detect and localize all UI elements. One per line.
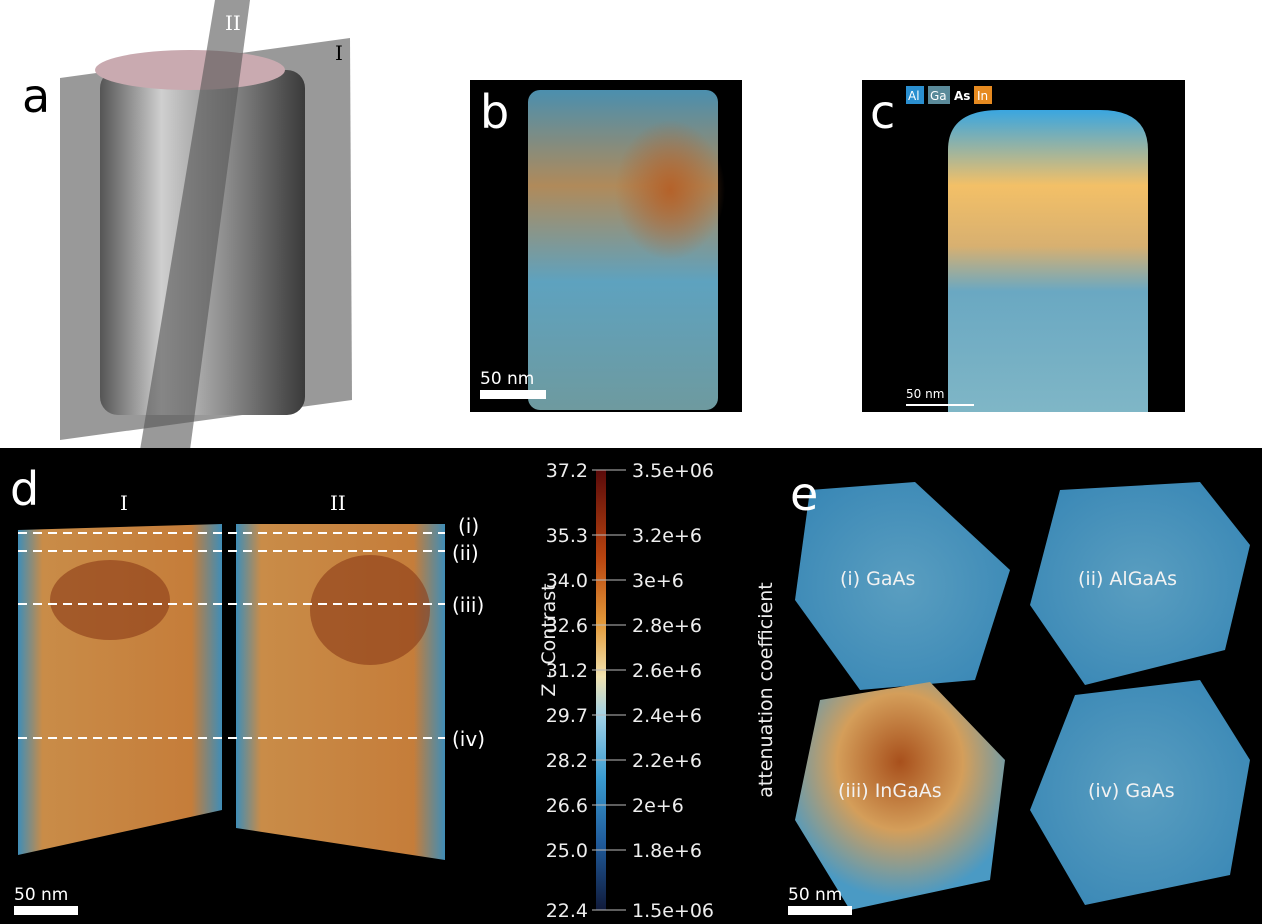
section-label: (iv) GaAs (1088, 780, 1175, 802)
tick-label: 25.0 (546, 840, 588, 862)
panel-label: a (22, 69, 50, 123)
tick-label: 31.2 (546, 660, 588, 682)
panel-b: b 50 nm (470, 80, 742, 412)
tick-label: 3.2e+6 (632, 525, 702, 547)
column-label: II (330, 491, 346, 515)
tick-label: 35.3 (546, 525, 588, 547)
panel-label: c (870, 85, 895, 139)
scale-bar-label: 50 nm (480, 369, 534, 389)
scale-bar-label: 50 nm (906, 387, 944, 401)
column-label: I (120, 491, 128, 515)
axis-title: attenuation coefficient (755, 582, 777, 797)
scale-bar-label: 50 nm (788, 885, 842, 905)
legend-entry: In (977, 89, 988, 103)
tick-label: 2.4e+6 (632, 705, 702, 727)
tick-label: 2.8e+6 (632, 615, 702, 637)
panel-a: a I II (22, 0, 352, 450)
tick-label: 26.6 (546, 795, 588, 817)
panel-c: c Al Ga As In 50 nm (862, 80, 1185, 412)
tick-label: 1.8e+6 (632, 840, 702, 862)
tick-label: 2e+6 (632, 795, 684, 817)
tick-label: 3.5e+06 (632, 460, 714, 482)
tick-label: 22.4 (546, 900, 588, 922)
scale-bar-label: 50 nm (14, 885, 68, 905)
section-label: (iii) InGaAs (838, 780, 942, 802)
plane-label: I (335, 41, 343, 65)
slice-label: (i) (458, 514, 479, 538)
section-label: (i) GaAs (840, 568, 915, 590)
tick-label: 28.2 (546, 750, 588, 772)
panel-label: e (790, 467, 818, 521)
slice-label: (ii) (452, 541, 479, 565)
tick-label: 37.2 (546, 460, 588, 482)
figure: a I II b 50 nm c Al Ga As In 50 nm d I I… (0, 0, 1262, 924)
tick-label: 1.5e+06 (632, 900, 714, 922)
tick-label: 2.6e+6 (632, 660, 702, 682)
tick-label: 3e+6 (632, 570, 684, 592)
slice-label: (iii) (452, 593, 484, 617)
panel-label: d (10, 462, 39, 516)
slice-label: (iv) (452, 727, 485, 751)
tick-label: 32.6 (546, 615, 588, 637)
legend-entry: Al (908, 89, 920, 103)
legend-entry: As (954, 89, 970, 103)
panel-label: b (480, 85, 509, 139)
tick-label: 29.7 (546, 705, 588, 727)
tick-label: 34.0 (546, 570, 588, 592)
tick-label: 2.2e+6 (632, 750, 702, 772)
legend-entry: Ga (930, 89, 947, 103)
plane-label: II (225, 11, 241, 35)
section-label: (ii) AlGaAs (1078, 568, 1177, 590)
